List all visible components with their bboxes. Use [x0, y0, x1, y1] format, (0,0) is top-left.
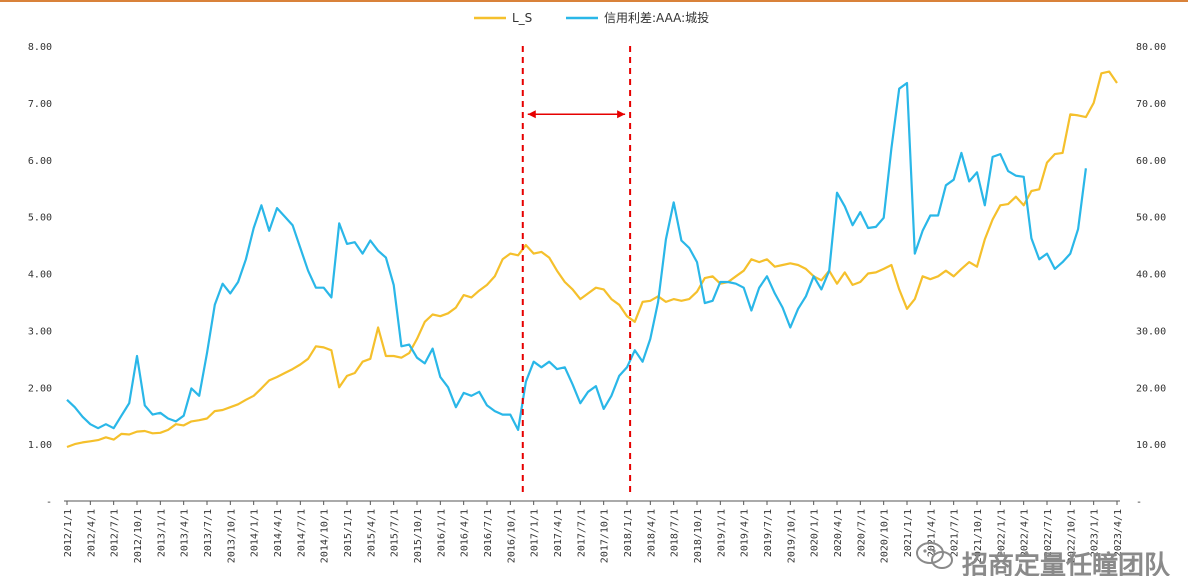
x-tick-label: 2012/10/1: [133, 509, 144, 563]
series-line-1: [66, 81, 1087, 431]
x-tick-label: 2021/10/1: [973, 509, 984, 563]
x-tick-label: 2014/1/1: [250, 509, 261, 557]
x-tick-label: 2023/1/1: [1090, 509, 1101, 557]
x-tick-label: 2012/7/1: [110, 509, 121, 557]
range-arrow-head-left: [527, 110, 536, 119]
x-tick-label: 2020/4/1: [833, 509, 844, 557]
y-right-tick-label: 10.00: [1136, 440, 1166, 451]
y-left-tick-label: -: [46, 497, 52, 508]
x-tick-label: 2017/4/1: [553, 509, 564, 557]
x-tick-label: 2018/4/1: [646, 509, 657, 557]
x-tick-label: 2012/1/1: [63, 509, 74, 557]
x-tick-label: 2013/1/1: [156, 509, 167, 557]
x-tick-label: 2017/7/1: [576, 509, 587, 557]
x-tick-label: 2013/7/1: [203, 509, 214, 557]
x-tick-label: 2019/7/1: [763, 509, 774, 557]
x-tick-label: 2016/7/1: [483, 509, 494, 557]
x-tick-label: 2017/1/1: [530, 509, 541, 557]
y-right-tick-label: 60.00: [1136, 156, 1166, 167]
x-axis: 2012/1/1 2012/4/1 2012/7/1 2012/10/1 2013/1/…: [63, 500, 1124, 563]
x-tick-label: 2019/1/1: [716, 509, 727, 557]
x-tick-label: 2018/1/1: [623, 509, 634, 557]
x-tick-label: 2016/4/1: [460, 509, 471, 557]
x-tick-label: 2017/10/1: [600, 509, 611, 563]
x-tick-label: 2018/7/1: [670, 509, 681, 557]
x-tick-label: 2022/1/1: [996, 509, 1007, 557]
x-tick-label: 2022/4/1: [1020, 509, 1031, 557]
y-axis-left: - 1.00 2.00 3.00 4.00 5.00 6.00 7.00 8.00: [28, 42, 52, 508]
range-arrow-head-right: [617, 110, 626, 119]
x-tick-label: 2018/10/1: [693, 509, 704, 563]
chart-series: [66, 70, 1118, 449]
y-axis-right: - 10.00 20.00 30.00 40.00 50.00 60.00 70.00 80.0…: [1136, 42, 1166, 508]
y-right-tick-label: 50.00: [1136, 213, 1166, 224]
wechat-icon: [916, 542, 953, 569]
x-tick-label: 2013/4/1: [180, 509, 191, 557]
y-left-tick-label: 7.00: [28, 99, 52, 110]
y-right-tick-label: 70.00: [1136, 99, 1166, 110]
x-tick-label: 2020/7/1: [856, 509, 867, 557]
series-line-0: [66, 70, 1118, 449]
x-tick-label: 2020/10/1: [880, 509, 891, 563]
y-left-tick-label: 2.00: [28, 383, 52, 394]
y-left-tick-label: 5.00: [28, 213, 52, 224]
x-tick-label: 2015/10/1: [413, 509, 424, 563]
y-right-tick-label: 30.00: [1136, 326, 1166, 337]
y-left-tick-label: 3.00: [28, 326, 52, 337]
x-tick-label: 2012/4/1: [86, 509, 97, 557]
legend-label-1: 信用利差:AAA:城投: [604, 10, 709, 25]
x-tick-label: 2014/4/1: [273, 509, 284, 557]
x-tick-label: 2021/4/1: [926, 509, 937, 557]
x-tick-label: 2015/7/1: [390, 509, 401, 557]
x-tick-label: 2022/7/1: [1043, 509, 1054, 557]
x-tick-label: 2016/10/1: [506, 509, 517, 563]
x-tick-label: 2014/10/1: [320, 509, 331, 563]
legend-label-0: L_S: [512, 11, 532, 25]
x-tick-label: 2019/4/1: [740, 509, 751, 557]
y-left-tick-label: 6.00: [28, 156, 52, 167]
x-tick-label: 2015/1/1: [343, 509, 354, 557]
x-tick-label: 2015/4/1: [366, 509, 377, 557]
chart-legend: L_S 信用利差:AAA:城投: [474, 10, 709, 25]
x-tick-label: 2016/1/1: [436, 509, 447, 557]
y-left-tick-label: 1.00: [28, 440, 52, 451]
x-tick-label: 2014/7/1: [296, 509, 307, 557]
top-border-line: [0, 0, 1188, 2]
y-left-tick-label: 4.00: [28, 270, 52, 281]
x-tick-label: 2013/10/1: [226, 509, 237, 563]
x-tick-label: 2021/7/1: [950, 509, 961, 557]
x-tick-label: 2019/10/1: [786, 509, 797, 563]
y-right-tick-label: -: [1136, 497, 1142, 508]
x-tick-label: 2022/10/1: [1066, 509, 1077, 563]
y-right-tick-label: 20.00: [1136, 383, 1166, 394]
x-tick-label: 2020/1/1: [810, 509, 821, 557]
x-tick-label: 2023/4/1: [1113, 509, 1124, 557]
x-tick-label: 2021/1/1: [903, 509, 914, 557]
y-right-tick-label: 80.00: [1136, 42, 1166, 53]
y-right-tick-label: 40.00: [1136, 270, 1166, 281]
y-left-tick-label: 8.00: [28, 42, 52, 53]
watermark-text: 招商定量任瞳团队: [962, 550, 1171, 576]
chart-annotations: [521, 46, 632, 495]
watermark: 招商定量任瞳团队: [916, 542, 1171, 576]
